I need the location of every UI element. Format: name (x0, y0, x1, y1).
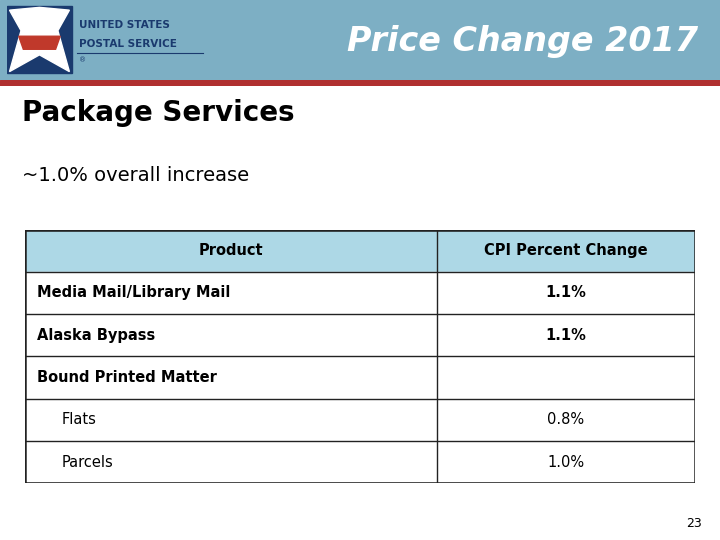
Text: POSTAL SERVICE: POSTAL SERVICE (78, 39, 176, 49)
Text: Package Services: Package Services (22, 98, 294, 126)
Text: Product: Product (199, 243, 264, 258)
Bar (25, 399, 695, 441)
Text: ®: ® (78, 57, 86, 64)
Text: Flats: Flats (62, 413, 97, 427)
Bar (25, 230, 695, 272)
Text: 0.8%: 0.8% (547, 413, 585, 427)
Text: ~1.0% overall increase: ~1.0% overall increase (22, 166, 248, 185)
Bar (25, 441, 695, 483)
Text: 1.1%: 1.1% (546, 286, 586, 300)
Text: 1.1%: 1.1% (546, 328, 586, 343)
Text: Alaska Bypass: Alaska Bypass (37, 328, 156, 343)
Polygon shape (19, 36, 60, 49)
Polygon shape (9, 8, 69, 72)
Bar (25, 356, 695, 399)
Bar (7, 6, 72, 73)
Bar (25, 314, 695, 356)
Bar (25, 272, 695, 314)
Text: Media Mail/Library Mail: Media Mail/Library Mail (37, 286, 230, 300)
Text: 23: 23 (686, 517, 702, 530)
Text: UNITED STATES: UNITED STATES (78, 20, 169, 30)
Text: Price Change 2017: Price Change 2017 (347, 25, 698, 58)
Text: CPI Percent Change: CPI Percent Change (484, 243, 648, 258)
Text: 1.0%: 1.0% (547, 455, 585, 470)
Text: Parcels: Parcels (62, 455, 114, 470)
Text: Bound Printed Matter: Bound Printed Matter (37, 370, 217, 385)
